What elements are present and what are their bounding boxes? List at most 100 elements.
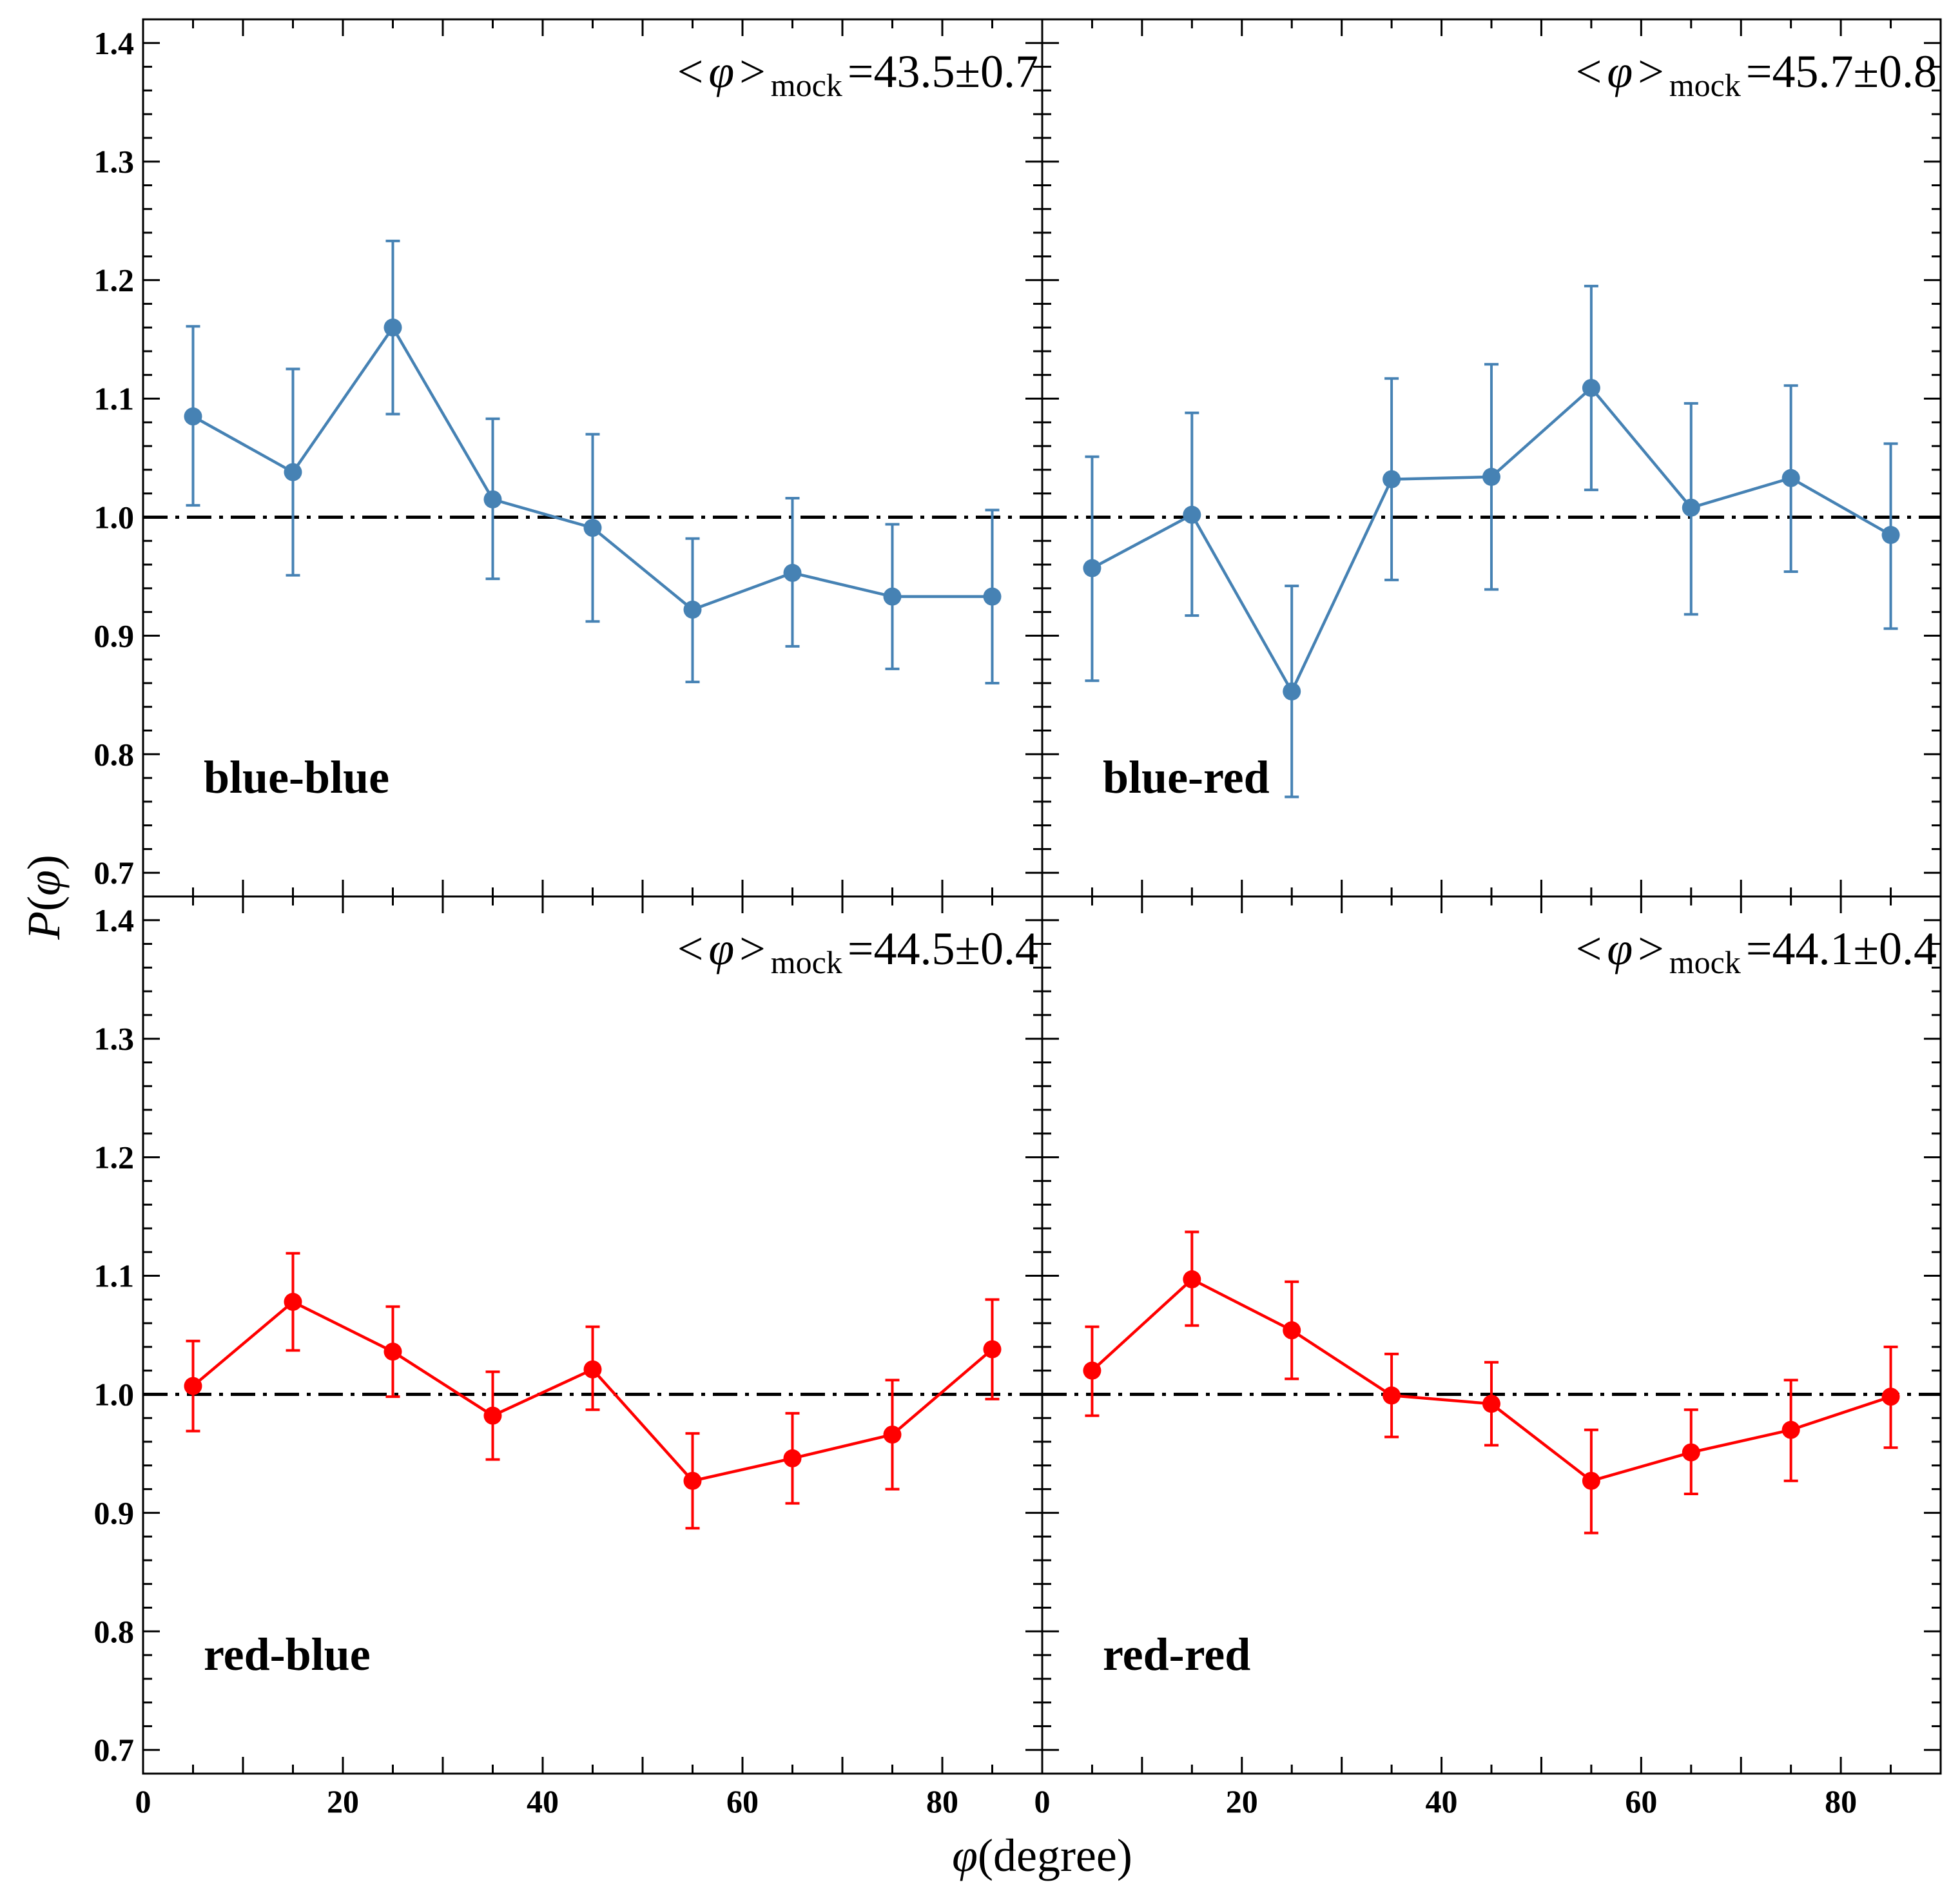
data-point xyxy=(1682,498,1700,517)
stat-lt: < xyxy=(677,46,704,97)
stat-gt: > xyxy=(1638,46,1664,97)
data-point xyxy=(1083,559,1101,577)
x-axis-title: φ(degree) xyxy=(952,1830,1132,1881)
data-point xyxy=(1283,1321,1301,1340)
x-tick-label: 80 xyxy=(926,1783,958,1819)
x-tick-label: 40 xyxy=(1426,1783,1458,1819)
y-tick-label: 1.4 xyxy=(94,25,135,61)
y-tick-label: 0.7 xyxy=(94,855,135,891)
x-tick-label: 60 xyxy=(726,1783,759,1819)
data-point xyxy=(383,318,402,337)
data-point xyxy=(483,1406,502,1425)
stat-sub: mock xyxy=(1669,944,1741,980)
y-tick-label: 0.8 xyxy=(94,736,135,772)
x-tick-label: 80 xyxy=(1825,1783,1857,1819)
data-point xyxy=(1383,1386,1401,1405)
stat-value: 43.5±0.7 xyxy=(873,46,1038,97)
data-point xyxy=(284,463,302,481)
data-point xyxy=(1482,467,1500,486)
data-point xyxy=(1781,469,1800,487)
data-point xyxy=(1582,1471,1600,1490)
stat-sym: φ xyxy=(1607,46,1633,97)
y-tick-label: 1.0 xyxy=(94,499,135,535)
stat-annotation: < φ > mock =44.1±0.4 xyxy=(1576,923,1937,980)
data-point xyxy=(1881,1388,1900,1406)
y-tick-label: 1.1 xyxy=(94,1258,135,1294)
panel-red-red: 0 20 40 60 80 red-red < φ > mock =44.1±0.4 xyxy=(1034,895,1942,1819)
y-tick-label: 1.3 xyxy=(94,144,135,180)
stat-eq: = xyxy=(848,923,874,974)
data-point xyxy=(1283,682,1301,701)
y-tick-label: 1.1 xyxy=(94,381,135,417)
panel-label: blue-blue xyxy=(204,751,389,803)
stat-eq: = xyxy=(1746,46,1772,97)
stat-annotation: < φ > mock =44.5±0.4 xyxy=(677,923,1038,980)
x-tick-label: 0 xyxy=(1034,1783,1051,1819)
stat-annotation: < φ > mock =45.7±0.8 xyxy=(1576,46,1937,103)
y-axis-title: P(φ) xyxy=(18,855,70,940)
data-point xyxy=(683,1471,702,1490)
data-point xyxy=(1781,1420,1800,1439)
stat-value: 44.5±0.4 xyxy=(873,923,1038,974)
panel-label: red-blue xyxy=(204,1629,371,1680)
stat-eq: = xyxy=(848,46,874,97)
data-point xyxy=(284,1293,302,1312)
data-point xyxy=(383,1342,402,1361)
panel-label: red-red xyxy=(1103,1629,1250,1680)
stat-gt: > xyxy=(739,46,766,97)
x-tick-label: 0 xyxy=(135,1783,151,1819)
x-tick-label: 20 xyxy=(327,1783,359,1819)
data-point xyxy=(583,519,602,537)
panel-blue-blue: 0.7 0.8 0.9 1.0 1.1 1.2 1.3 1.4 blue-blue < φ > mock… xyxy=(94,18,1043,898)
data-point xyxy=(1383,470,1401,489)
stat-sub: mock xyxy=(1669,67,1741,103)
stat-value: 45.7±0.8 xyxy=(1772,46,1937,97)
data-point xyxy=(184,407,202,426)
data-point xyxy=(983,587,1002,606)
data-point xyxy=(184,1377,202,1395)
x-tick-label: 40 xyxy=(527,1783,559,1819)
panel-label: blue-red xyxy=(1103,751,1270,803)
x-tick-label: 60 xyxy=(1625,1783,1657,1819)
data-point xyxy=(1482,1395,1500,1413)
y-tick-label: 1.2 xyxy=(94,1139,135,1176)
data-point xyxy=(683,600,702,619)
stat-sub: mock xyxy=(771,944,842,980)
panel-red-blue: 0.7 0.8 0.9 1.0 1.1 1.2 1.3 1.4 0 20 40 60 80 red-blu… xyxy=(94,895,1043,1819)
stat-sym: φ xyxy=(1607,923,1633,974)
data-point xyxy=(883,587,902,606)
y-tick-label: 0.9 xyxy=(94,617,135,654)
data-point xyxy=(1682,1443,1700,1462)
data-point xyxy=(783,563,802,582)
data-point xyxy=(483,490,502,508)
data-point xyxy=(583,1360,602,1379)
stat-gt: > xyxy=(1638,923,1664,974)
y-tick-label: 1.3 xyxy=(94,1021,135,1057)
data-point xyxy=(1183,505,1201,524)
stat-lt: < xyxy=(677,923,704,974)
stat-eq: = xyxy=(1746,923,1772,974)
data-point xyxy=(883,1425,902,1444)
stat-annotation: < φ > mock =43.5±0.7 xyxy=(677,46,1038,103)
stat-gt: > xyxy=(739,923,766,974)
data-point xyxy=(1083,1361,1101,1380)
data-point xyxy=(1582,378,1600,397)
stat-sub: mock xyxy=(771,67,842,103)
y-tick-label: 1.0 xyxy=(94,1376,135,1412)
stat-lt: < xyxy=(1576,923,1602,974)
y-tick-label: 1.2 xyxy=(94,262,135,298)
x-tick-label: 20 xyxy=(1226,1783,1258,1819)
data-point xyxy=(1183,1270,1201,1289)
data-point xyxy=(783,1449,802,1467)
y-tick-label: 1.4 xyxy=(94,902,135,938)
data-point xyxy=(983,1340,1002,1359)
data-point xyxy=(1881,526,1900,545)
stat-lt: < xyxy=(1576,46,1602,97)
stat-sym: φ xyxy=(708,46,734,97)
stat-sym: φ xyxy=(708,923,734,974)
stat-value: 44.1±0.4 xyxy=(1772,923,1937,974)
y-tick-label: 0.7 xyxy=(94,1732,135,1768)
y-tick-label: 0.8 xyxy=(94,1613,135,1649)
